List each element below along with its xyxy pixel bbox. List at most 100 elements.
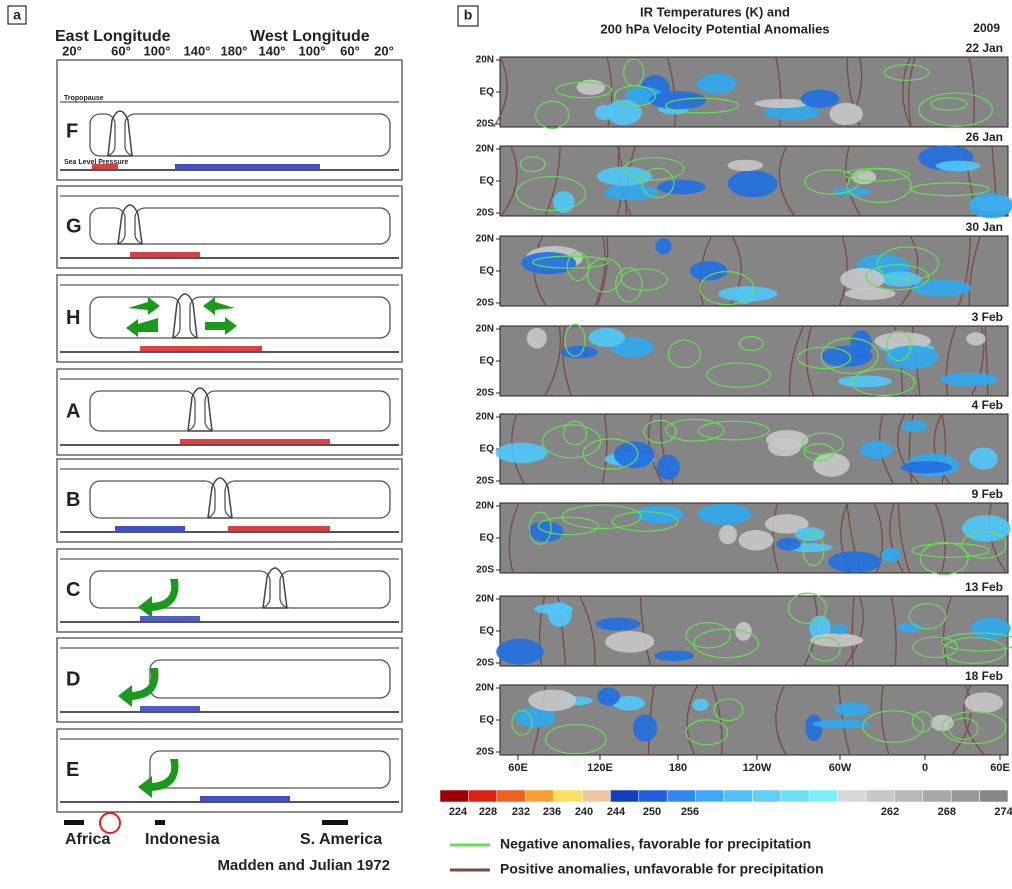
rain-band: [140, 346, 262, 351]
cloud-blob: [805, 714, 823, 742]
rain-band: [175, 164, 320, 169]
colorbar-swatch: [752, 789, 782, 803]
cloud-blob: [635, 505, 684, 524]
lat-label: EQ: [480, 356, 495, 367]
lat-label: 20S: [476, 476, 494, 487]
longitude-tick: 100°: [299, 43, 326, 58]
negative-contour: [519, 156, 546, 173]
cloud-blob: [656, 454, 680, 480]
lon-label: 60W: [829, 762, 852, 774]
negative-contour: [738, 336, 764, 352]
negative-contour: [511, 709, 533, 736]
negative-contour: [566, 251, 590, 282]
longitude-tick: 60°: [340, 43, 360, 58]
cell: [149, 659, 391, 699]
lat-label: 20N: [476, 683, 494, 694]
positive-contour: [805, 325, 815, 397]
region-label: S. America: [300, 831, 382, 848]
stage-letter: E: [66, 759, 79, 781]
colorbar-swatch: [524, 789, 554, 803]
lat-label: 20S: [476, 119, 494, 130]
cloud-blob: [881, 547, 901, 563]
cell-east: [224, 480, 391, 519]
stage-letter: C: [66, 579, 80, 601]
lat-label: 20N: [476, 501, 494, 512]
small-label: Tropopause: [64, 95, 104, 102]
region-label: Africa: [65, 831, 110, 848]
cloud-blob: [884, 345, 939, 370]
negative-contour: [851, 368, 916, 397]
rain-band: [140, 616, 200, 621]
positive-contour: [775, 56, 782, 128]
positive-contour: [562, 325, 573, 397]
negative-contour: [961, 530, 1007, 559]
cloud-blob: [595, 617, 641, 631]
stage-letter: H: [66, 307, 80, 329]
negative-contour: [535, 100, 570, 130]
colorbar-swatch: [808, 789, 838, 803]
colorbar-label: 224: [449, 806, 468, 818]
positive-contour: [778, 145, 796, 217]
cloud-blob: [844, 287, 896, 300]
colorbar-swatch: [610, 789, 640, 803]
date-label: 22 Jan: [966, 41, 1003, 55]
positive-contour: [508, 502, 520, 574]
cloud-blob: [837, 375, 892, 388]
colorbar-swatch: [439, 789, 469, 803]
cell-west: [89, 113, 116, 157]
cell: [149, 750, 391, 789]
negative-contour: [883, 64, 930, 82]
colorbar-swatch: [581, 789, 611, 803]
lat-label: 20N: [476, 594, 494, 605]
colorbar-label: 228: [479, 806, 497, 818]
positive-contour: [639, 595, 652, 667]
negative-contour: [544, 723, 607, 755]
colorbar-swatch: [695, 789, 725, 803]
cloud-blob: [901, 420, 928, 433]
positive-contour: [970, 325, 985, 397]
negative-contour: [528, 511, 552, 545]
lat-label: EQ: [480, 715, 495, 726]
map-content: [508, 502, 1011, 576]
positive-contour: [606, 56, 613, 128]
longitude-tick: 20°: [374, 43, 394, 58]
positive-contour: [968, 235, 982, 307]
legend-label: Positive anomalies, unfavorable for prec…: [500, 861, 824, 877]
positive-contour: [838, 235, 848, 307]
cell-east: [189, 296, 391, 339]
cloud-blob: [727, 159, 764, 172]
lat-label: 20S: [476, 388, 494, 399]
positive-contour: [941, 413, 947, 485]
credit: Madden and Julian 1972: [217, 857, 390, 874]
negative-contour: [801, 432, 844, 456]
colorbar-swatch: [496, 789, 526, 803]
negative-contour: [699, 271, 755, 306]
cloud-blob: [689, 261, 728, 281]
green-arrow: [138, 579, 179, 618]
negative-contour: [908, 603, 947, 630]
cloud-blob: [831, 624, 848, 635]
map-strip: [499, 56, 1009, 128]
positive-contour: [890, 595, 897, 667]
negative-contour: [942, 637, 1007, 664]
negative-contour: [941, 711, 1007, 745]
negative-contour: [706, 362, 772, 388]
colorbar-label: 262: [881, 806, 899, 818]
cell-west: [89, 480, 216, 519]
cloud-blob: [605, 99, 642, 125]
lon-label: 120E: [587, 762, 613, 774]
panel-label: b: [464, 7, 473, 23]
legend-label: Negative anomalies, favorable for precip…: [500, 836, 811, 852]
cloud-blob: [614, 441, 655, 469]
lat-label: 20S: [476, 565, 494, 576]
lat-label: 20N: [476, 412, 494, 423]
cloud-blob: [828, 551, 882, 573]
cloud-blob: [528, 689, 577, 712]
cloud-blob: [800, 89, 840, 108]
cell-west: [89, 570, 271, 609]
positive-contour: [686, 684, 699, 756]
cloud-blob: [900, 461, 953, 474]
lon-label: 60E: [990, 762, 1010, 774]
map-content: [526, 323, 999, 397]
